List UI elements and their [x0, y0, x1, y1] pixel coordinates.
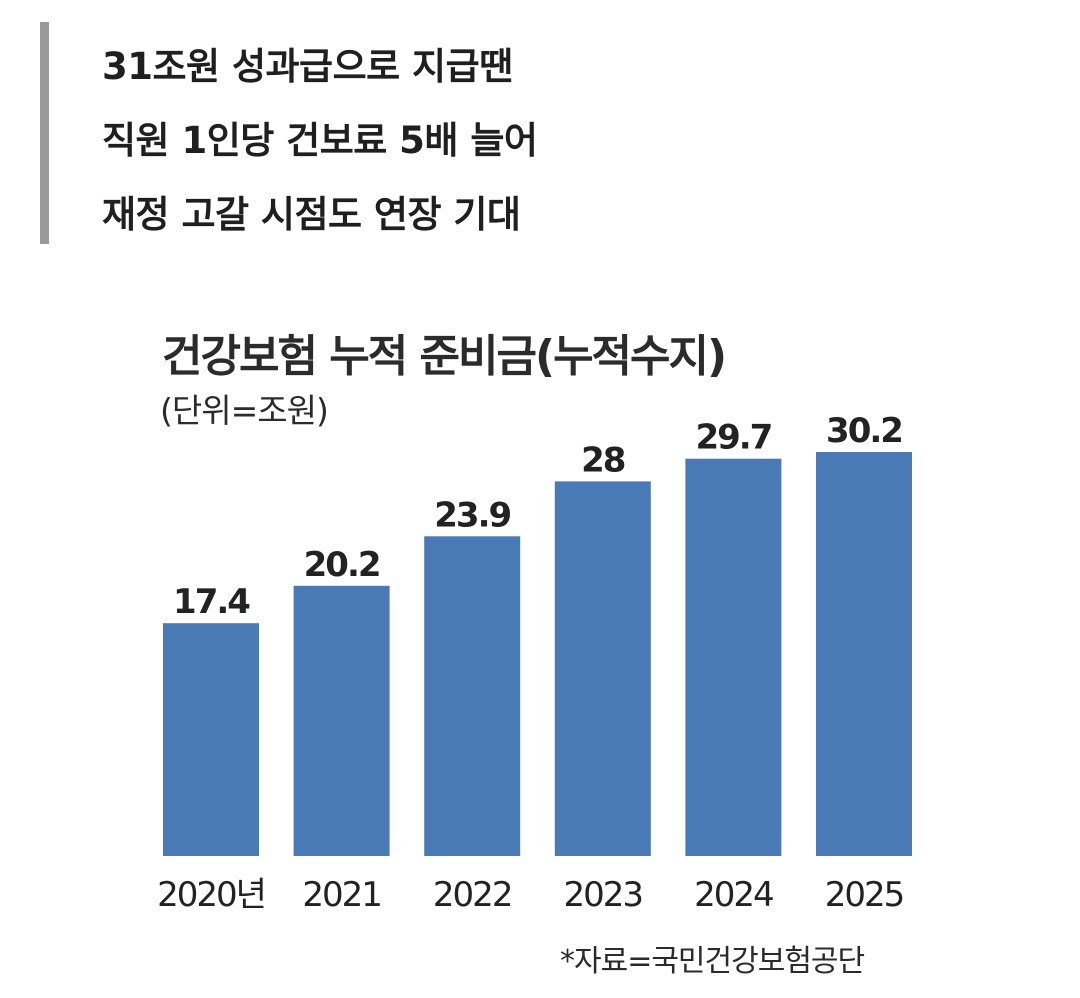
headline-line-1: 31조원 성과급으로 지급땐 — [102, 45, 513, 88]
source-note: *자료=국민건강보험공단 — [560, 944, 865, 979]
value-label-1: 20.2 — [304, 545, 380, 585]
headline-lines: 31조원 성과급으로 지급땐 직원 1인당 건보료 5배 늘어 재정 고갈 시점… — [102, 30, 538, 252]
bar-0 — [163, 623, 259, 856]
headline-block: 31조원 성과급으로 지급땐 직원 1인당 건보료 5배 늘어 재정 고갈 시점… — [40, 22, 1040, 244]
bar-3 — [554, 481, 651, 856]
category-label-4: 2024 — [694, 875, 773, 915]
headline-line-2: 직원 1인당 건보료 5배 늘어 — [102, 119, 538, 162]
bar-4 — [685, 458, 782, 856]
chart-unit-label: (단위=조원) — [160, 391, 329, 430]
value-label-0: 17.4 — [173, 582, 250, 622]
bar-2 — [424, 536, 521, 856]
category-label-3: 2023 — [564, 875, 643, 915]
value-label-4: 29.7 — [695, 418, 771, 458]
category-label-5: 2025 — [825, 875, 904, 915]
bar-5 — [816, 452, 912, 856]
category-label-1: 2021 — [302, 875, 381, 915]
headline-line-3: 재정 고갈 시점도 연장 기대 — [102, 193, 521, 236]
bar-1 — [293, 585, 390, 856]
chart-title: 건강보험 누적 준비금(누적수지) — [162, 331, 727, 382]
category-label-0: 2020년 — [157, 875, 265, 915]
headline-accent-bar — [40, 22, 49, 244]
value-label-3: 28 — [581, 440, 625, 480]
category-label-2: 2022 — [433, 875, 512, 915]
value-label-2: 23.9 — [434, 495, 510, 535]
value-label-5: 30.2 — [826, 411, 902, 451]
